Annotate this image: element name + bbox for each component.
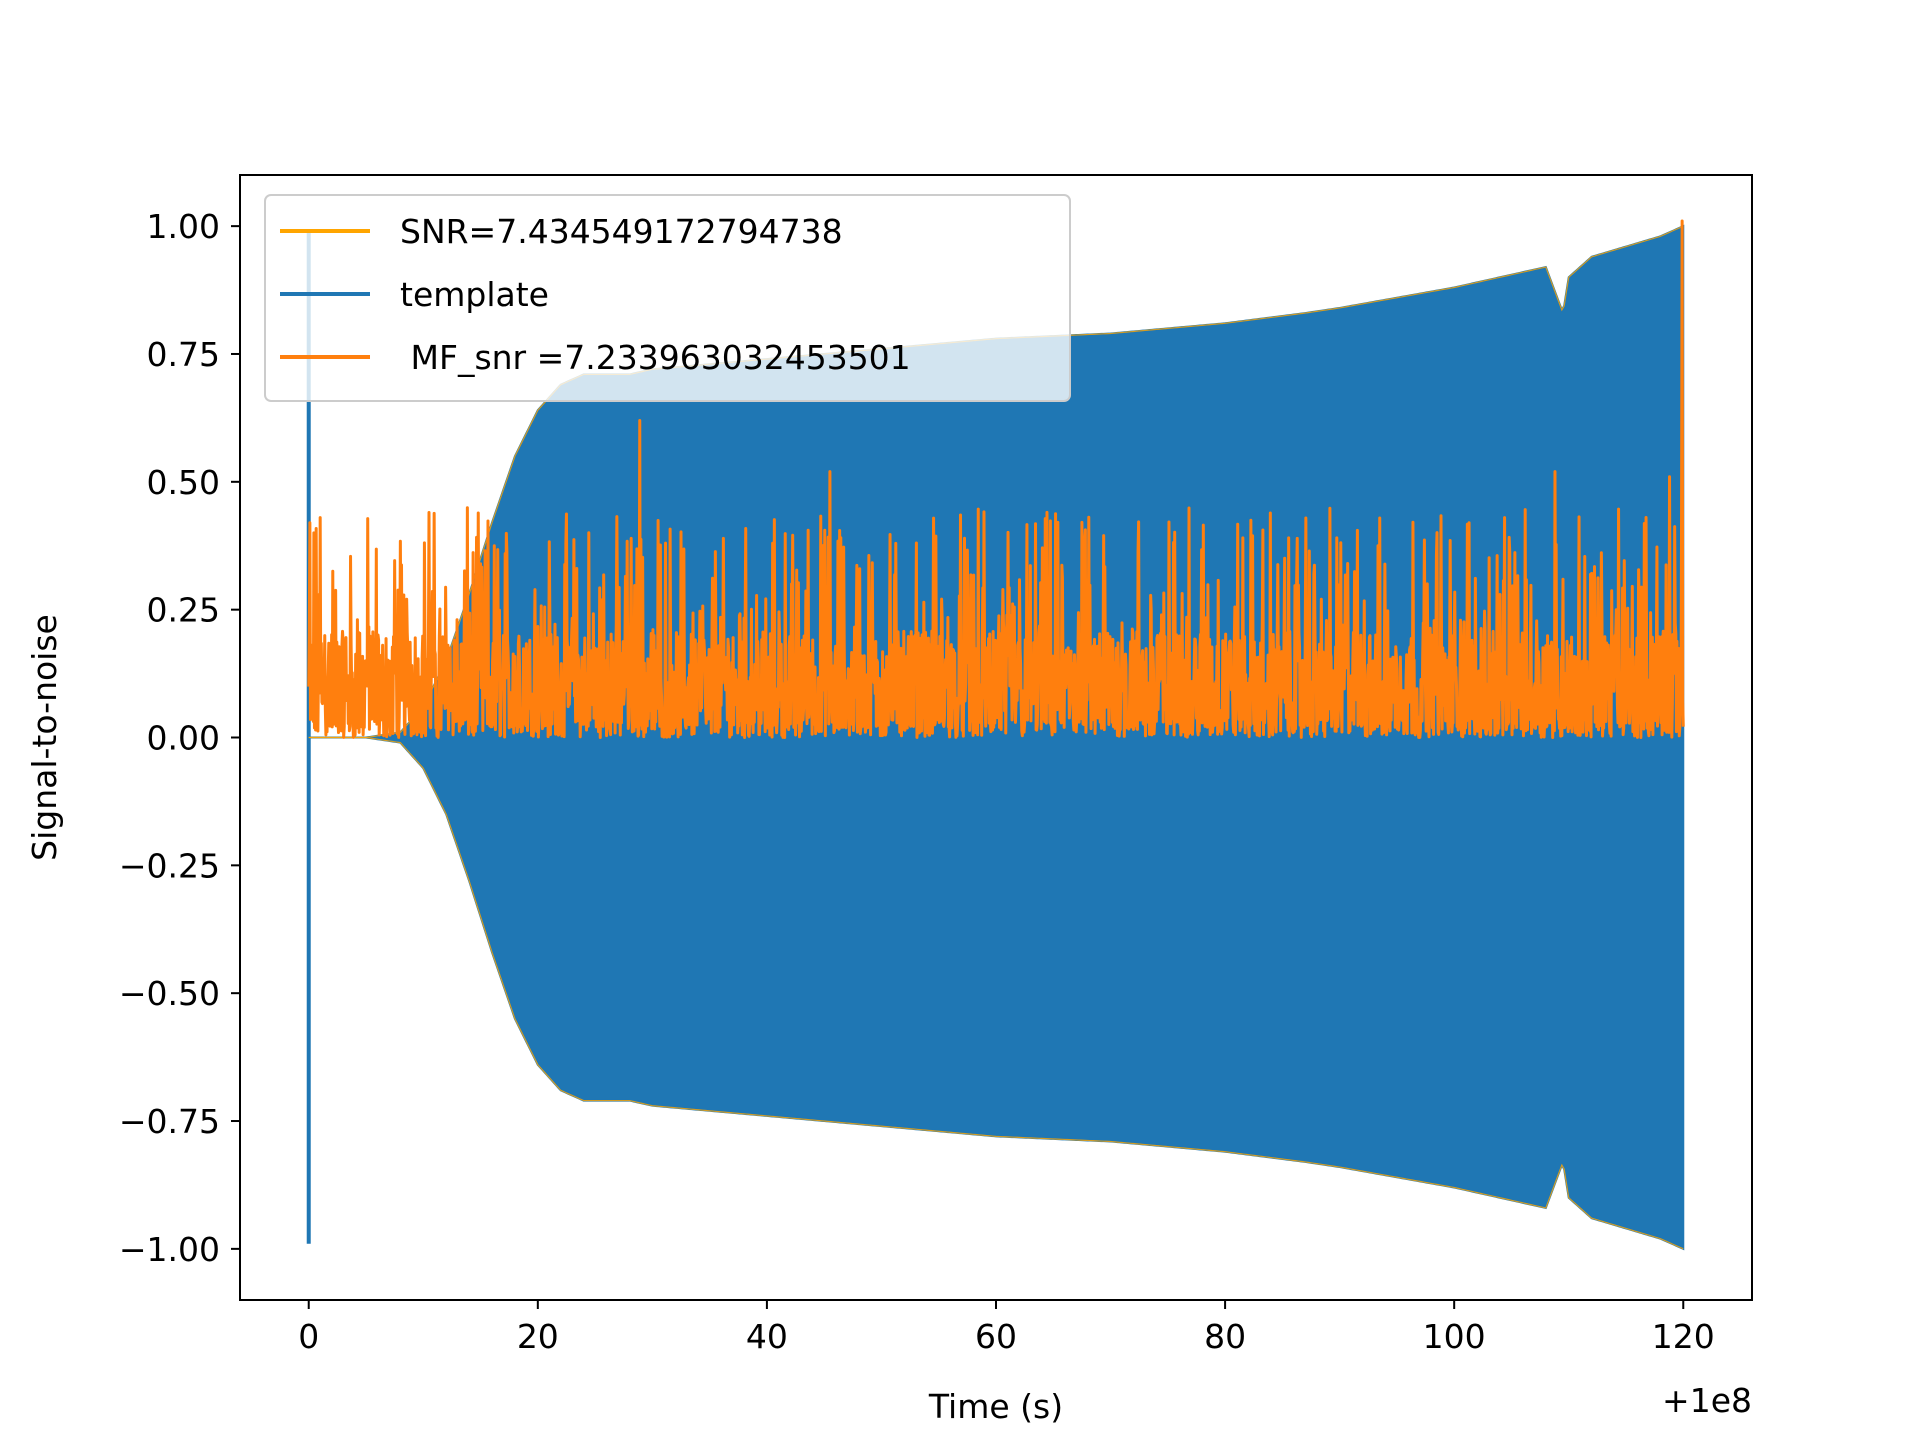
y-tick-label: 0.00 — [147, 719, 220, 758]
x-tick-label: 80 — [1204, 1317, 1246, 1356]
y-tick-label: −0.50 — [119, 974, 220, 1013]
x-axis-offset-label: +1e8 — [1662, 1381, 1752, 1420]
x-axis: 0 20 40 60 80 100 120 — [298, 1300, 1715, 1356]
y-tick-label: 0.50 — [147, 463, 220, 502]
legend-label: SNR=7.434549172794738 — [400, 212, 843, 251]
x-tick-label: 20 — [517, 1317, 559, 1356]
x-tick-label: 40 — [746, 1317, 788, 1356]
snr-series-lower — [308, 736, 1684, 1250]
legend-box — [264, 194, 1071, 402]
mf-snr-series — [307, 219, 1685, 739]
x-tick-label: 60 — [975, 1317, 1017, 1356]
y-tick-label: 1.00 — [147, 207, 220, 246]
y-axis-label: Signal-to-noise — [25, 614, 64, 861]
y-tick-label: −0.75 — [119, 1102, 220, 1141]
series-layer — [306, 219, 1685, 1251]
x-tick-label: 100 — [1423, 1317, 1486, 1356]
y-tick-label: −1.00 — [119, 1230, 220, 1269]
x-tick-label: 0 — [298, 1317, 319, 1356]
legend-label: MF_snr =7.233963032453501 — [400, 338, 911, 377]
legend-label: template — [400, 275, 549, 314]
y-axis: −1.00 −0.75 −0.50 −0.25 0.00 0.25 0.50 0.75 1.00 — [119, 207, 240, 1269]
x-axis-label: Time (s) — [928, 1387, 1063, 1426]
y-tick-label: 0.25 — [147, 591, 220, 630]
y-tick-label: 0.75 — [147, 335, 220, 374]
x-tick-label: 120 — [1652, 1317, 1715, 1356]
legend: SNR=7.434549172794738 template MF_snr =7.… — [264, 194, 1071, 402]
y-tick-label: −0.25 — [119, 846, 220, 885]
